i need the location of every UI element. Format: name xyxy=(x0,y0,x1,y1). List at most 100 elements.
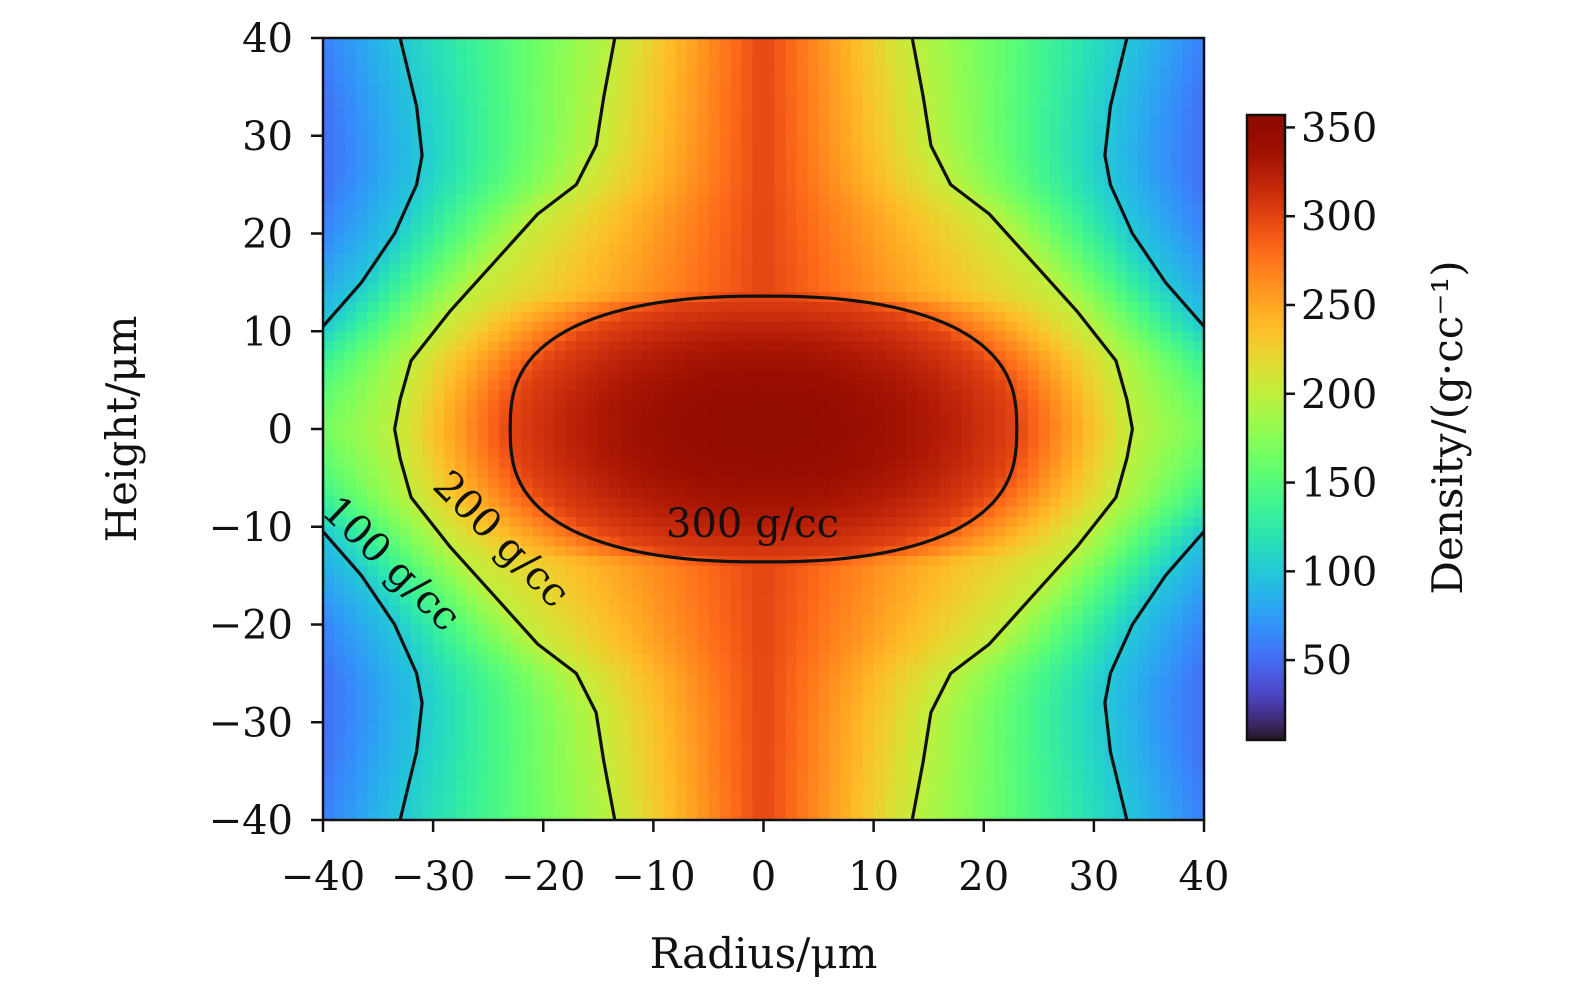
heatmap-cell xyxy=(444,380,456,391)
heatmap-cell xyxy=(510,595,522,606)
heatmap-cell xyxy=(609,77,621,88)
heatmap-cell xyxy=(730,311,743,323)
heatmap-cell xyxy=(1104,468,1117,479)
heatmap-cell xyxy=(807,116,820,127)
heatmap-cell xyxy=(884,360,897,371)
heatmap-cell xyxy=(356,448,368,459)
heatmap-cell xyxy=(510,292,522,303)
heatmap-cell xyxy=(1082,448,1095,459)
heatmap-cell xyxy=(950,370,963,381)
heatmap-cell xyxy=(466,585,478,596)
heatmap-cell xyxy=(774,311,787,323)
heatmap-cell xyxy=(708,614,721,626)
heatmap-cell xyxy=(774,438,787,450)
heatmap-cell xyxy=(1115,223,1128,235)
heatmap-cell xyxy=(1016,282,1029,293)
heatmap-cell xyxy=(675,125,688,137)
heatmap-cell xyxy=(510,184,522,196)
heatmap-cell xyxy=(840,448,853,459)
heatmap-cell xyxy=(697,116,710,127)
heatmap-cell xyxy=(884,321,897,332)
heatmap-cell xyxy=(719,360,732,371)
heatmap-cell xyxy=(631,507,643,518)
heatmap-cell xyxy=(576,624,588,635)
heatmap-cell xyxy=(939,341,952,352)
heatmap-cell xyxy=(675,106,688,117)
heatmap-cell xyxy=(422,468,434,479)
heatmap-cell xyxy=(389,595,401,606)
heatmap-cell xyxy=(829,301,842,313)
heatmap-cell xyxy=(950,165,963,176)
heatmap-cell xyxy=(400,125,412,137)
heatmap-cell xyxy=(1060,419,1073,430)
heatmap-cell xyxy=(1027,321,1040,332)
heatmap-cell xyxy=(367,595,379,606)
heatmap-cell xyxy=(411,233,423,244)
heatmap-cell xyxy=(1170,477,1183,489)
heatmap-cell xyxy=(521,477,533,489)
heatmap-cell xyxy=(653,331,665,342)
heatmap-cell xyxy=(818,301,831,313)
heatmap-cell xyxy=(840,262,853,274)
heatmap-cell xyxy=(642,595,654,606)
heatmap-cell xyxy=(543,380,555,391)
heatmap-cell xyxy=(631,155,643,166)
heatmap-cell xyxy=(521,47,533,59)
heatmap-cell xyxy=(367,497,379,508)
heatmap-cell xyxy=(1071,516,1084,528)
heatmap-cell xyxy=(884,399,897,411)
heatmap-cell xyxy=(488,624,500,635)
heatmap-cell xyxy=(950,194,963,205)
heatmap-cell xyxy=(1192,67,1205,78)
heatmap-cell xyxy=(422,47,434,59)
heatmap-cell xyxy=(1049,292,1062,303)
heatmap-cell xyxy=(1060,204,1073,215)
heatmap-cell xyxy=(532,507,544,518)
heatmap-cell xyxy=(884,419,897,430)
heatmap-cell xyxy=(708,184,721,196)
heatmap-cell xyxy=(807,409,820,420)
heatmap-cell xyxy=(367,360,379,371)
heatmap-cell xyxy=(1093,67,1106,78)
heatmap-cell xyxy=(565,233,577,244)
heatmap-cell xyxy=(840,67,853,78)
heatmap-cell xyxy=(697,233,710,244)
heatmap-cell xyxy=(444,565,456,577)
heatmap-cell xyxy=(1137,477,1150,489)
heatmap-cell xyxy=(433,301,445,313)
heatmap-cell xyxy=(1027,125,1040,137)
heatmap-cell xyxy=(1049,57,1062,68)
heatmap-cell xyxy=(730,546,743,557)
heatmap-cell xyxy=(1115,184,1128,196)
heatmap-cell xyxy=(994,526,1007,538)
heatmap-cell xyxy=(433,174,445,186)
heatmap-cell xyxy=(895,507,908,518)
heatmap-cell xyxy=(862,165,875,176)
heatmap-cell xyxy=(818,370,831,381)
heatmap-cell xyxy=(1060,184,1073,196)
heatmap-cell xyxy=(389,604,401,616)
heatmap-cell xyxy=(884,233,897,244)
heatmap-cell xyxy=(664,634,676,645)
heatmap-cell xyxy=(1016,233,1029,244)
heatmap-cell xyxy=(862,116,875,127)
heatmap-cell xyxy=(1181,438,1194,450)
heatmap-cell xyxy=(1192,507,1205,518)
heatmap-cell xyxy=(1071,497,1084,508)
heatmap-cell xyxy=(1159,331,1172,342)
heatmap-cell xyxy=(587,409,599,420)
heatmap-cell xyxy=(686,301,699,313)
heatmap-cell xyxy=(455,57,467,68)
heatmap-cell xyxy=(477,67,489,78)
heatmap-cell xyxy=(488,155,500,166)
heatmap-cell xyxy=(994,174,1007,186)
heatmap-cell xyxy=(983,57,996,68)
heatmap-cell xyxy=(422,370,434,381)
heatmap-cell xyxy=(708,370,721,381)
heatmap-cell xyxy=(1170,487,1183,499)
heatmap-cell xyxy=(1027,438,1040,450)
heatmap-cell xyxy=(1027,38,1040,49)
heatmap-cell xyxy=(708,301,721,313)
heatmap-cell xyxy=(1016,419,1029,430)
heatmap-cell xyxy=(664,341,676,352)
